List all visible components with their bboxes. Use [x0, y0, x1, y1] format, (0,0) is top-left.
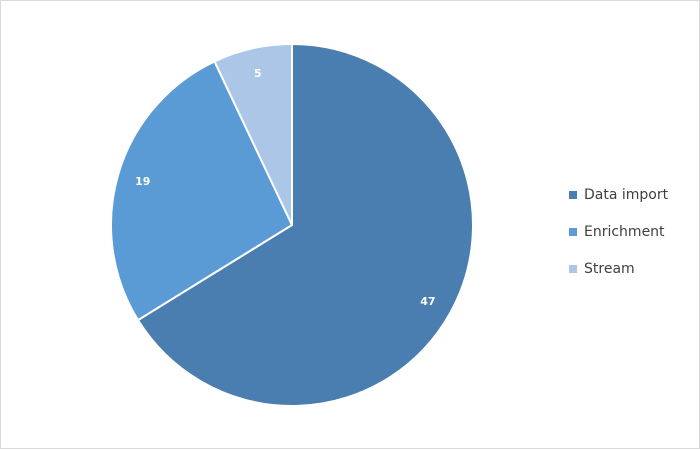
pie-slice-stream — [213, 42, 293, 226]
legend-item: Data import — [569, 176, 668, 213]
legend: Data import Enrichment Stream — [569, 176, 668, 287]
pie-slice-enrichment — [110, 60, 294, 322]
legend-item: Enrichment — [569, 213, 668, 250]
legend-swatch — [569, 190, 577, 199]
data-label: 47 — [420, 295, 435, 308]
data-label: 19 — [135, 175, 150, 188]
legend-label: Stream — [584, 260, 635, 277]
legend-item: Stream — [569, 250, 668, 287]
pie-slice-data-import — [136, 42, 474, 407]
legend-label: Data import — [584, 186, 669, 203]
legend-swatch — [569, 227, 577, 236]
data-label: 5 — [254, 67, 262, 80]
legend-swatch — [569, 264, 577, 273]
legend-label: Enrichment — [584, 223, 665, 240]
